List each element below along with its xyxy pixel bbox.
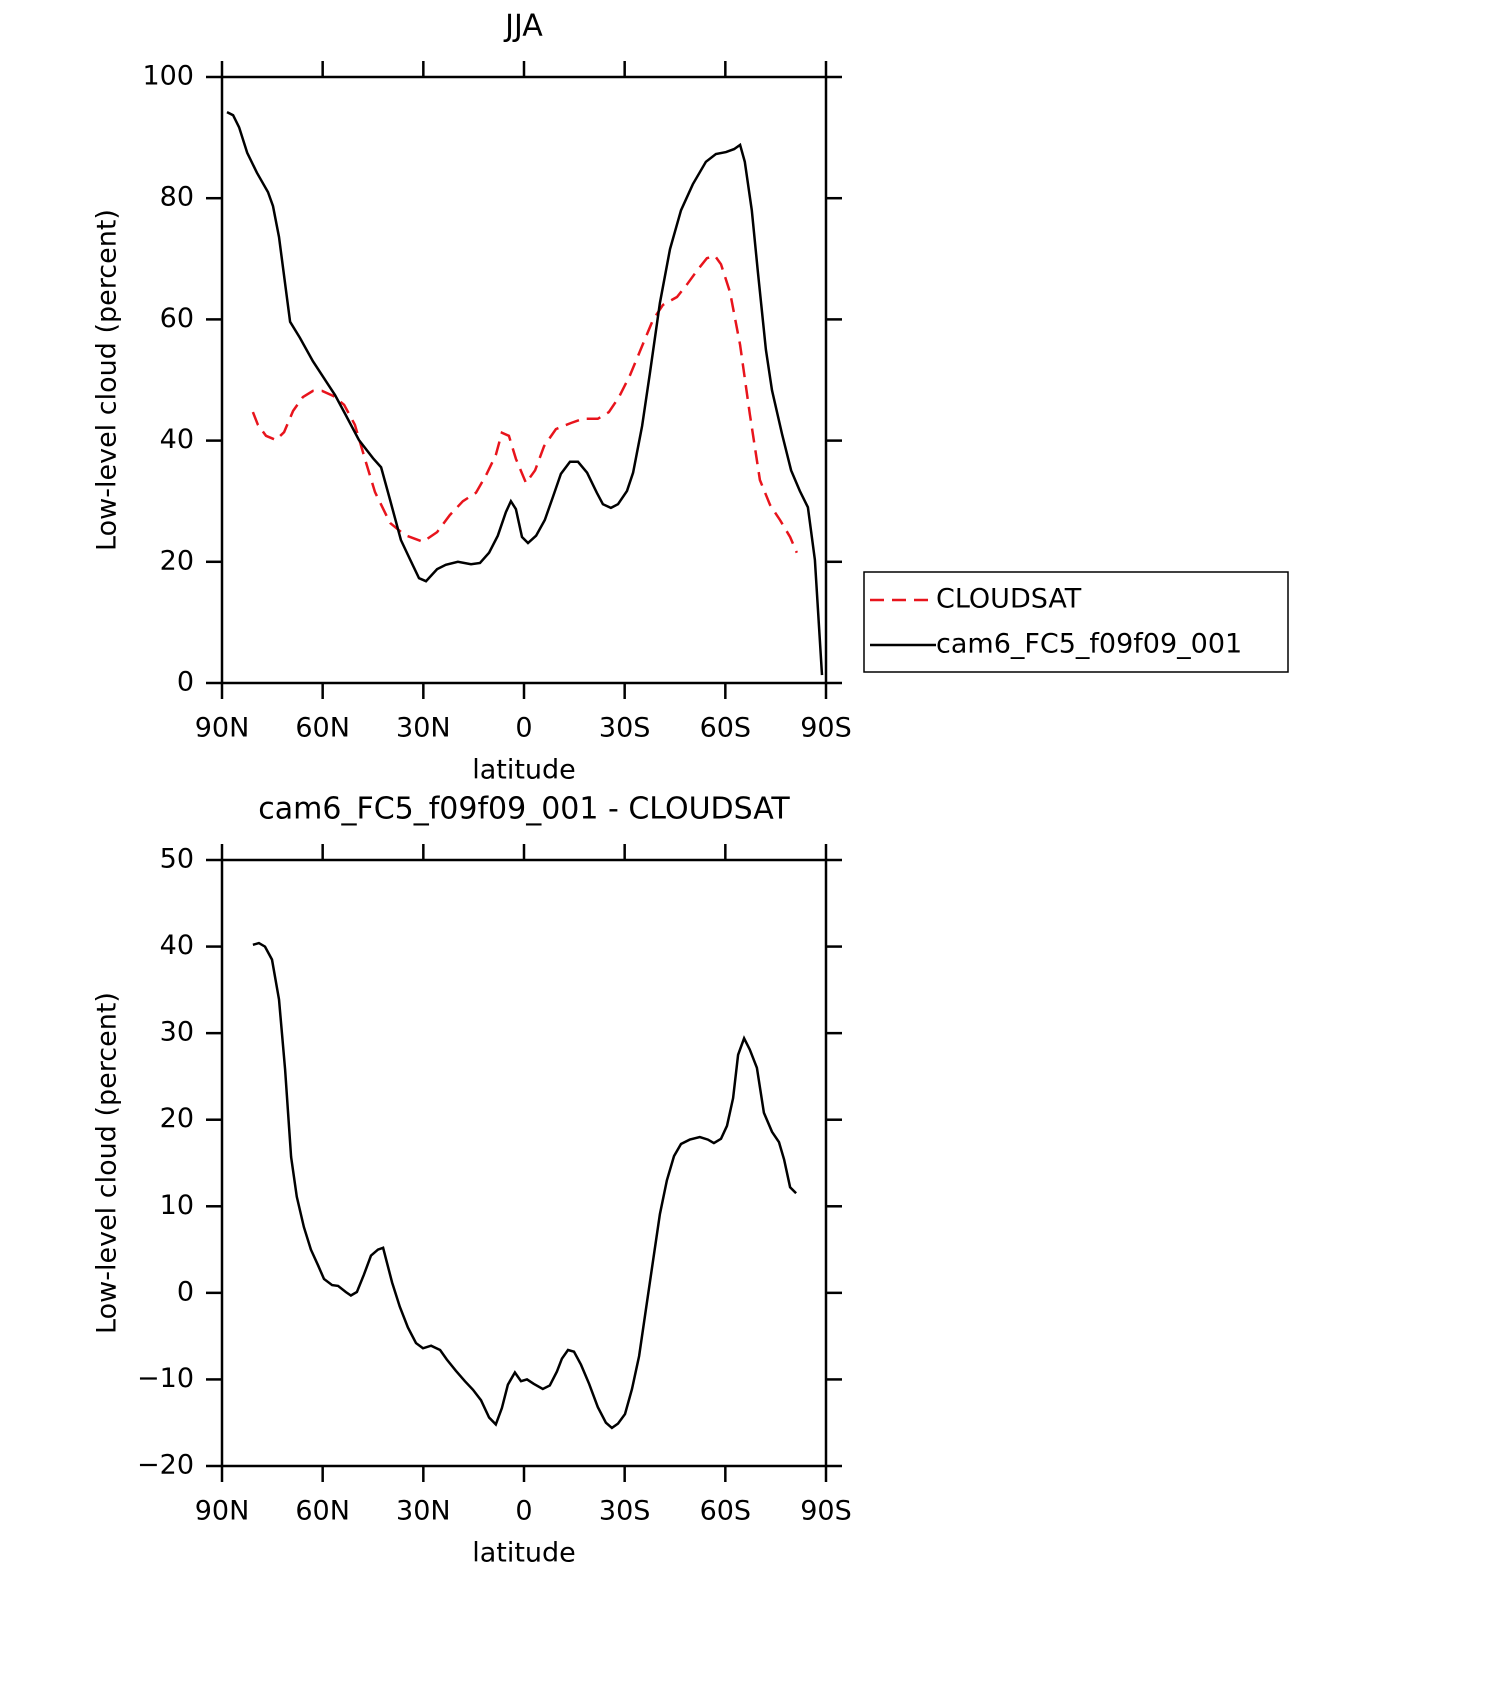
y-tick-label: 100 [142,61,194,92]
x-axis-label: latitude [472,1538,576,1569]
y-tick-label: 80 [160,182,194,213]
legend-label: CLOUDSAT [936,584,1082,615]
x-tick-label: 60N [295,713,350,744]
x-tick-label: 30N [396,713,451,744]
plot-frame [220,858,828,1468]
x-axis-label: latitude [472,755,576,786]
x-tick-label: 60S [700,1496,752,1527]
y-tick-label: 10 [160,1190,194,1221]
x-tick-label: 60S [700,713,752,744]
x-tick-label: 30S [599,1496,651,1527]
y-tick-label: −20 [137,1450,194,1481]
x-tick-label: 0 [515,713,532,744]
x-tick-label: 90S [800,1496,852,1527]
y-tick-label: 40 [160,424,194,455]
chart-title: JJA [503,9,543,44]
y-tick-label: 20 [160,1103,194,1134]
y-tick-label: −10 [137,1363,194,1394]
x-tick-label: 90N [195,713,250,744]
x-tick-label: 90S [800,713,852,744]
y-tick-label: 50 [160,844,194,875]
y-tick-label: 0 [177,1276,194,1307]
data-line [251,254,798,554]
chart-title: cam6_FC5_f09f09_001 - CLOUDSAT [258,792,790,827]
y-tick-label: 60 [160,303,194,334]
legend-box [863,571,1289,673]
y-axis-label: Low-level cloud (percent) [92,992,123,1334]
x-tick-label: 30N [396,1496,451,1527]
plot-frame [220,75,828,685]
legend-label: cam6_FC5_f09f09_001 [936,629,1242,660]
data-line [226,110,824,676]
y-axis-label: Low-level cloud (percent) [92,209,123,551]
x-tick-label: 90N [195,1496,250,1527]
x-tick-label: 30S [599,713,651,744]
x-tick-label: 0 [515,1496,532,1527]
x-tick-label: 60N [295,1496,350,1527]
y-tick-label: 20 [160,545,194,576]
data-line [252,941,797,1430]
y-tick-label: 0 [177,667,194,698]
y-tick-label: 40 [160,930,194,961]
y-tick-label: 30 [160,1017,194,1048]
